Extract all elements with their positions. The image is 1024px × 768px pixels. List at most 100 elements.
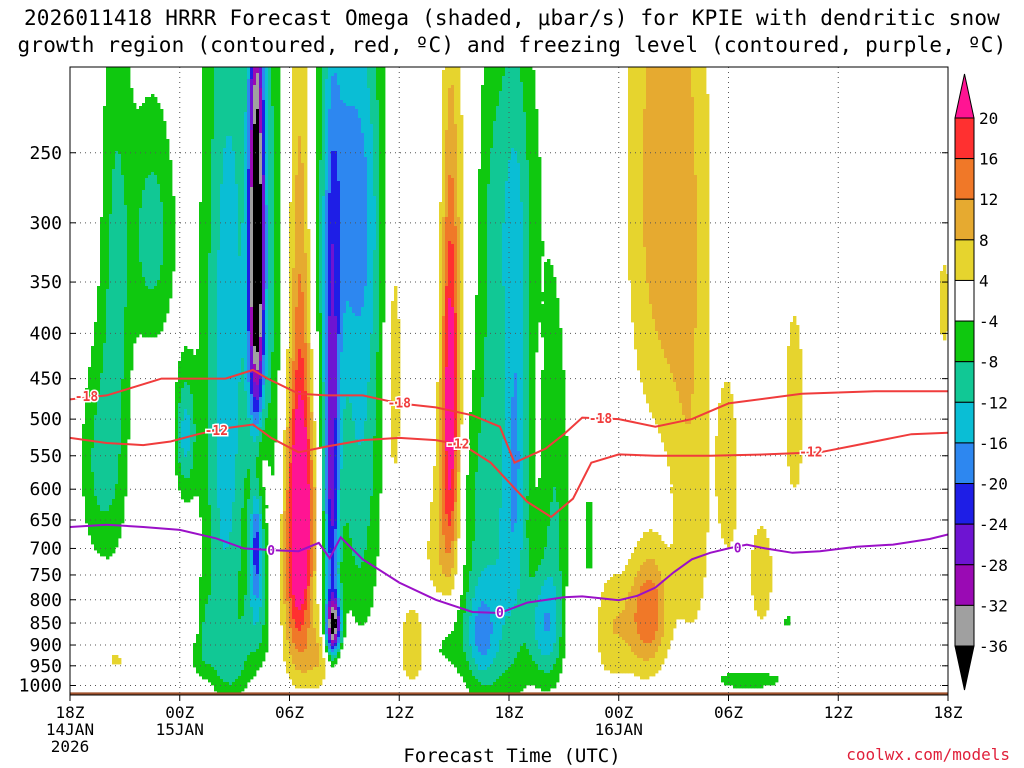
omega-cell: [310, 460, 314, 578]
colorbar-bottom-arrow: [954, 645, 975, 691]
omega-cell: [505, 616, 509, 671]
omega-cell: [649, 529, 653, 560]
omega-cell: [235, 67, 239, 185]
omega-cell: [520, 202, 524, 551]
omega-cell: [181, 448, 185, 476]
omega-cell: [184, 382, 188, 410]
omega-cell: [274, 67, 278, 443]
omega-cell: [526, 67, 530, 161]
omega-cell: [340, 610, 344, 632]
omega-cell: [526, 160, 530, 497]
omega-cell: [376, 67, 380, 101]
omega-cell: [643, 562, 647, 584]
omega-cell: [244, 112, 248, 392]
omega-cell: [508, 667, 512, 695]
omega-cell: [448, 298, 452, 491]
omega-cell: [799, 349, 803, 464]
colorbar-swatch: [954, 604, 975, 647]
omega-cell: [457, 67, 461, 218]
x-tick-label: 12Z: [385, 703, 414, 722]
omega-cell: [256, 649, 260, 671]
omega-cell: [289, 463, 293, 599]
omega-cell: [502, 286, 506, 440]
y-tick-label: 750: [29, 565, 62, 586]
omega-cell: [124, 205, 128, 308]
omega-cell: [94, 322, 98, 416]
omega-cell: [526, 502, 530, 521]
omega-cell: [163, 121, 167, 323]
omega-cell: [451, 307, 455, 470]
omega-cell: [511, 67, 515, 149]
omega-cell: [472, 598, 476, 659]
omega-cell: [439, 202, 443, 380]
omega-cell: [484, 685, 488, 695]
omega-cell: [343, 313, 347, 410]
omega-cell: [556, 658, 560, 683]
omega-cell: [670, 373, 674, 485]
omega-cell: [295, 175, 299, 308]
omega-cell: [550, 670, 554, 689]
omega-cell: [307, 439, 311, 485]
colorbar-top-arrow: [954, 73, 975, 119]
omega-cell: [484, 655, 488, 671]
omega-cell: [481, 397, 485, 572]
omega-cell: [634, 622, 638, 656]
omega-cell: [238, 676, 242, 695]
omega-cell: [448, 241, 452, 299]
omega-cell: [247, 655, 251, 683]
omega-cell: [334, 316, 338, 419]
omega-cell: [652, 67, 656, 320]
y-tick-label: 400: [29, 323, 62, 344]
omega-cell: [718, 403, 722, 524]
omega-cell: [241, 616, 245, 671]
omega-cell: [547, 577, 551, 614]
colorbar-swatch: [954, 239, 975, 281]
omega-cell: [532, 577, 536, 662]
omega-cell: [223, 550, 227, 683]
colorbar-label: -4: [979, 312, 998, 331]
omega-cell: [757, 529, 761, 617]
omega-cell: [253, 595, 257, 626]
omega-cell: [337, 643, 341, 650]
omega-cell: [361, 307, 365, 443]
omega-cell: [688, 424, 692, 623]
omega-cell: [109, 505, 113, 557]
omega-cell: [343, 67, 347, 104]
omega-cell: [544, 547, 548, 581]
omega-cell: [751, 550, 755, 596]
omega-cell: [334, 628, 338, 635]
omega-cell: [187, 415, 191, 452]
omega-cell: [604, 583, 608, 671]
omega-cell: [148, 97, 152, 176]
omega-cell: [181, 475, 185, 500]
omega-cell: [502, 76, 506, 224]
omega-cell: [514, 523, 518, 605]
omega-cell: [256, 109, 260, 353]
omega-cell: [370, 334, 374, 497]
omega-cell: [151, 289, 155, 338]
omega-cell: [193, 355, 197, 425]
colorbar-swatch: [954, 279, 975, 322]
omega-cell: [529, 577, 533, 656]
omega-cell: [223, 148, 227, 551]
omega-cell: [328, 499, 332, 554]
dgz-contour-label: -12: [799, 445, 822, 460]
omega-cell: [658, 571, 662, 647]
omega-cell: [631, 553, 635, 587]
omega-cell: [478, 169, 482, 434]
omega-cell: [565, 436, 569, 587]
omega-cell: [334, 604, 338, 611]
omega-cell: [769, 676, 773, 686]
omega-cell: [208, 505, 212, 596]
omega-cell: [454, 451, 458, 503]
omega-cell: [451, 511, 455, 542]
omega-cell: [253, 514, 257, 539]
omega-cell: [181, 388, 185, 422]
omega-cell: [481, 685, 485, 695]
omega-cell: [484, 604, 488, 656]
omega-cell: [259, 379, 263, 398]
omega-cell: [337, 562, 341, 566]
omega-cell: [325, 646, 329, 653]
omega-cell: [325, 640, 329, 647]
terrain-surface: [70, 692, 948, 695]
